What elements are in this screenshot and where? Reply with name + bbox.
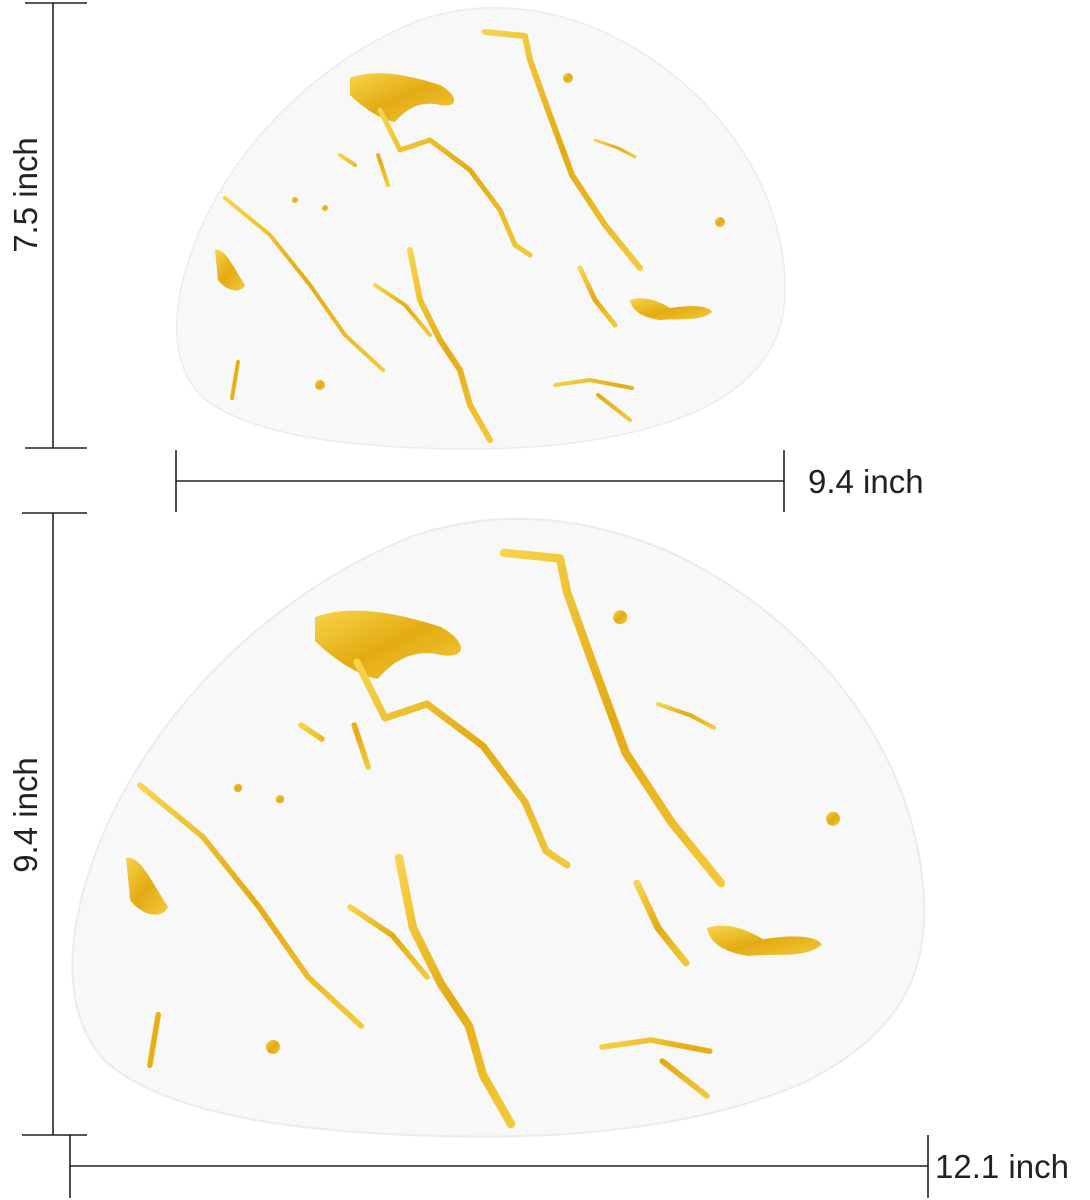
small-height-dimension: 7.5 inch [7, 2, 87, 449]
large-width-label: 12.1 inch [935, 1148, 1069, 1185]
large-height-dimension: 9.4 inch [7, 512, 87, 1136]
small-height-label: 7.5 inch [7, 137, 44, 253]
large-width-dimension: 12.1 inch [69, 1135, 1069, 1198]
large-plate [72, 519, 924, 1137]
small-plate [177, 8, 785, 449]
small-width-dimension: 9.4 inch [175, 450, 924, 512]
small-width-label: 9.4 inch [808, 463, 924, 500]
large-height-label: 9.4 inch [7, 757, 44, 873]
